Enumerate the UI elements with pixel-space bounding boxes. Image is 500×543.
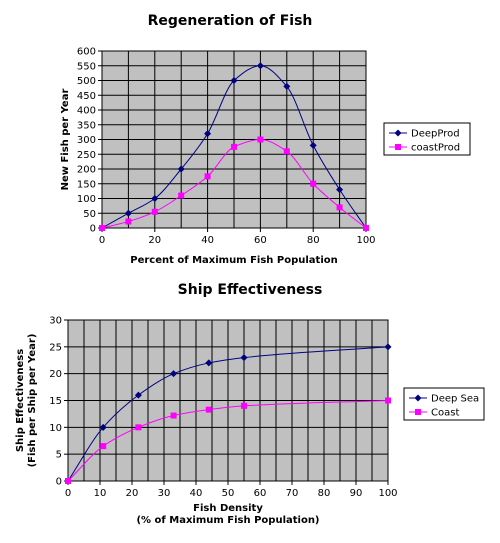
y-tick-label: 5 (56, 450, 62, 461)
legend-marker (395, 144, 401, 150)
y-tick-label: 200 (77, 165, 96, 176)
y-tick-label: 15 (49, 396, 62, 407)
y-tick-label: 30 (49, 316, 62, 327)
x-tick-label: 20 (148, 235, 161, 246)
legend-marker (414, 394, 422, 402)
data-point-diamond (283, 82, 291, 90)
ship-effectiveness-chart-svg: Ship Effectiveness 0 5 10 15 20 25 30 0 10 20 30 40 5… (15, 282, 485, 526)
y-tick-label: 0 (90, 224, 96, 235)
data-point-square (65, 478, 71, 484)
y-tick-label: 350 (77, 120, 96, 131)
x-tick-label: 80 (318, 488, 331, 499)
regeneration-chart: Regeneration of Fish 0 50 100 150 200 250 300 35… (0, 0, 500, 270)
y-tick-label: 150 (77, 179, 96, 190)
data-point-square (231, 143, 237, 150)
y-tick-label: 500 (77, 76, 96, 87)
y-axis-label: Ship Effectiveness (15, 349, 26, 452)
x-tick-label: 40 (201, 235, 214, 246)
data-point-diamond (336, 186, 344, 194)
x-axis-label: Percent of Maximum Fish Population (130, 255, 338, 266)
data-point-square (135, 424, 142, 431)
x-tick-label: 100 (356, 235, 375, 246)
x-axis-label: Fish Density (193, 503, 263, 514)
x-tick-label: 100 (378, 488, 397, 499)
data-point-square (204, 173, 211, 180)
x-tick-label: 60 (254, 488, 267, 499)
x-tick-label: 0 (99, 235, 105, 246)
data-point-square (336, 204, 343, 211)
y-tick-label: 100 (77, 194, 96, 205)
legend-label: DeepProd (411, 129, 460, 140)
data-point-diamond (230, 77, 238, 84)
legend-label: coastProd (411, 143, 460, 154)
legend-marker (394, 129, 402, 137)
legend-label: Coast (431, 408, 459, 419)
x-axis-label-line2: (% of Maximum Fish Population) (136, 515, 319, 526)
y-tick-label: 10 (49, 423, 62, 434)
y-tick-label: 300 (77, 135, 96, 146)
x-tick-label: 30 (158, 488, 171, 499)
data-point-square (178, 192, 185, 199)
data-point-diamond (256, 62, 264, 70)
chart-title: Ship Effectiveness (178, 282, 323, 298)
data-point-diamond (309, 141, 317, 149)
legend-label: Deep Sea (431, 394, 479, 405)
data-point-square (363, 225, 369, 231)
x-tick-label: 20 (126, 488, 139, 499)
y-tick-label: 50 (83, 209, 96, 220)
x-tick-label: 70 (286, 488, 299, 499)
data-point-diamond (205, 359, 213, 367)
data-point-square (257, 136, 264, 143)
data-point-square (100, 443, 107, 450)
data-point-diamond (384, 343, 392, 351)
x-tick-label: 60 (254, 235, 267, 246)
legend-marker (415, 409, 421, 415)
data-point-diamond (177, 165, 185, 173)
data-point-square (310, 180, 317, 187)
data-point-square (241, 402, 247, 409)
data-point-diamond (170, 370, 178, 378)
data-point-square (125, 218, 132, 225)
y-tick-label: 600 (77, 47, 96, 58)
ship-effectiveness-chart: Ship Effectiveness 0 5 10 15 20 25 30 0 10 20 30 40 5… (0, 270, 500, 539)
data-point-diamond (134, 391, 142, 399)
y-tick-label: 250 (77, 150, 96, 161)
x-tick-label: 10 (94, 488, 107, 499)
y-tick-label: 0 (56, 477, 62, 488)
data-point-square (283, 148, 290, 155)
y-tick-label: 20 (49, 369, 62, 380)
y-tick-label: 25 (49, 342, 62, 353)
x-tick-label: 50 (222, 488, 235, 499)
data-point-diamond (99, 423, 107, 431)
y-axis-label: New Fish per Year (60, 89, 71, 191)
data-point-diamond (151, 195, 159, 202)
x-tick-label: 90 (350, 488, 363, 499)
data-point-diamond (240, 354, 248, 362)
data-point-square (99, 225, 105, 231)
y-axis-label-line2: (Fish per Ship per Year) (27, 334, 38, 468)
y-tick-label: 400 (77, 106, 96, 117)
y-tick-label: 550 (77, 61, 96, 72)
regeneration-chart-svg: Regeneration of Fish05010015020025030035… (60, 13, 471, 266)
data-point-diamond (124, 209, 132, 217)
data-point-diamond (204, 130, 212, 138)
data-point-square (205, 406, 212, 413)
data-point-square (170, 412, 177, 419)
data-point-square (151, 208, 158, 215)
data-point-square (385, 397, 391, 404)
x-tick-label: 0 (65, 488, 71, 499)
x-tick-label: 80 (307, 235, 320, 246)
y-tick-label: 450 (77, 91, 96, 102)
x-tick-label: 40 (190, 488, 203, 499)
chart-title: Regeneration of Fish (148, 13, 313, 29)
